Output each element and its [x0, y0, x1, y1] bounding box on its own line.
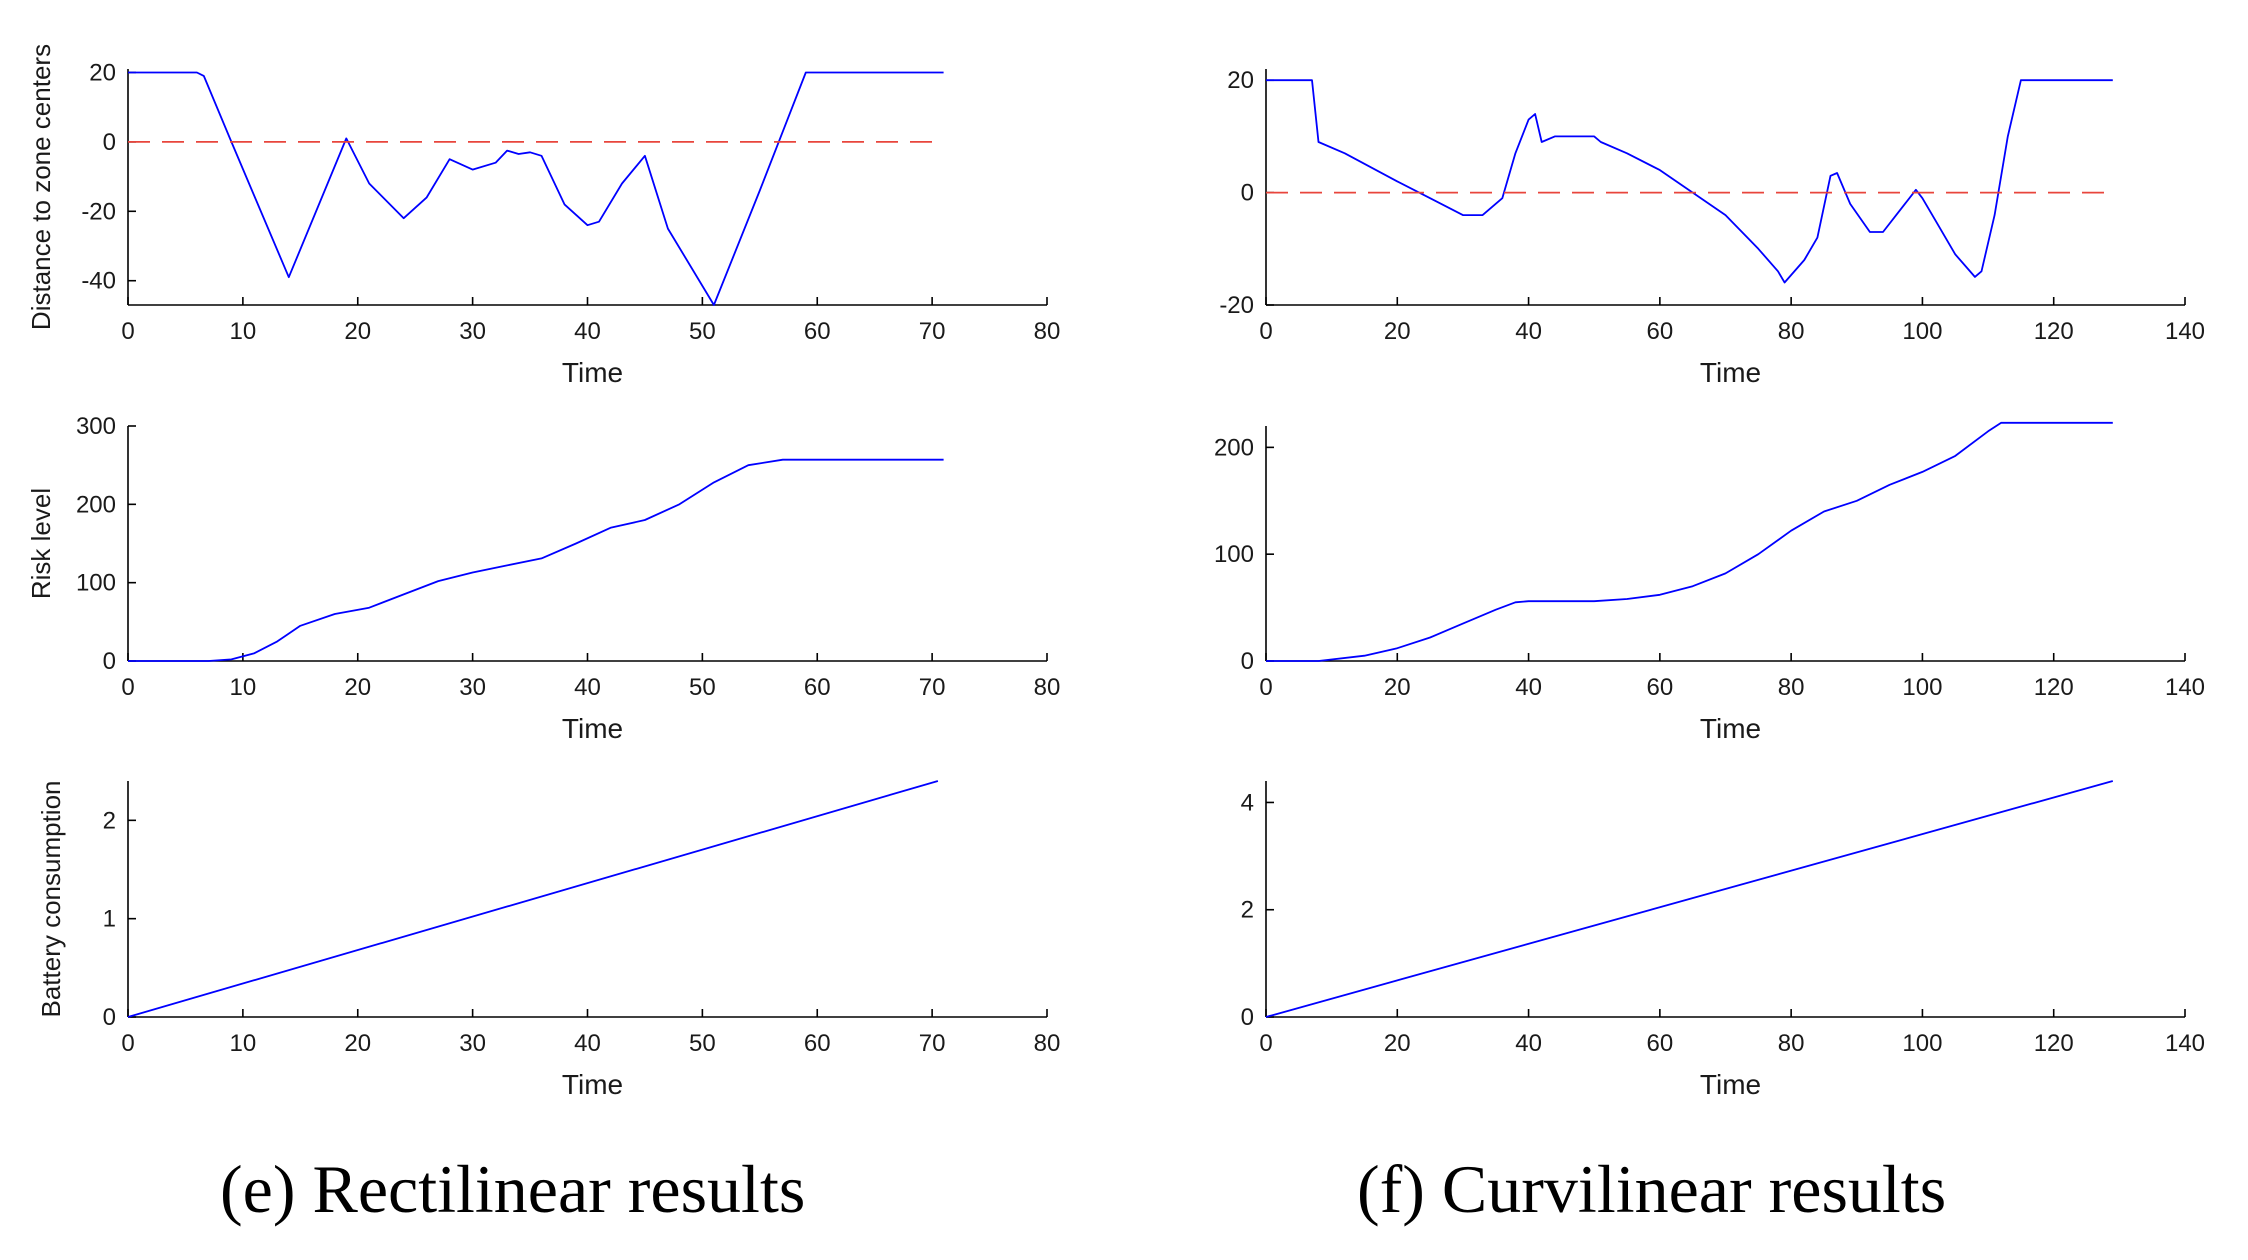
x-tick-label: 20	[344, 674, 371, 701]
x-tick-label: 140	[2165, 1030, 2205, 1057]
x-tick-label: 80	[1034, 1030, 1061, 1057]
x-tick-label: 80	[1778, 1030, 1805, 1057]
x-tick-label: 0	[1259, 318, 1272, 345]
x-tick-label: 60	[804, 674, 831, 701]
x-tick-label: 10	[230, 318, 257, 345]
x-tick-label: 0	[1259, 674, 1272, 701]
y-tick-label: 4	[1241, 789, 1254, 816]
y-tick-label: 1	[103, 906, 116, 933]
x-tick-label: 0	[121, 1030, 134, 1057]
x-tick-label: 100	[1902, 1030, 1942, 1057]
data-series-line	[128, 71, 944, 306]
y-tick-label: 0	[103, 648, 116, 675]
chart-panel-curv-battery: 0 20 40 60 80 100 120 140 0 2 4 Time	[1241, 780, 2205, 1100]
x-tick-label: 50	[689, 318, 716, 345]
y-tick-label: 2	[1241, 897, 1254, 924]
x-tick-label: 20	[344, 1030, 371, 1057]
x-tick-label: 30	[459, 674, 486, 701]
chart-panel-rect-battery: 0 10 20 30 40 50 60 70 80 0 1 2 Time Battery consumpt…	[36, 780, 1060, 1100]
y-axis-label: Distance to zone centers	[26, 44, 56, 330]
x-tick-label: 60	[804, 318, 831, 345]
chart-panel-rect-risk: 0 10 20 30 40 50 60 70 80 0 100 200 300 Time Risk leve…	[26, 413, 1060, 744]
x-tick-label: 40	[1515, 674, 1542, 701]
y-tick-label: 0	[103, 1004, 116, 1031]
y-tick-label: 0	[1241, 648, 1254, 675]
y-axis-label: Risk level	[26, 488, 56, 599]
x-tick-label: 40	[574, 1030, 601, 1057]
x-tick-label: 30	[459, 318, 486, 345]
x-tick-label: 60	[804, 1030, 831, 1057]
x-tick-label: 20	[1384, 674, 1411, 701]
y-tick-label: 0	[103, 129, 116, 156]
x-axis-label: Time	[562, 1069, 623, 1100]
data-series-line	[1266, 79, 2113, 284]
x-tick-label: 40	[574, 318, 601, 345]
x-axis-label: Time	[562, 357, 623, 388]
x-tick-label: 120	[2034, 1030, 2074, 1057]
x-tick-label: 50	[689, 674, 716, 701]
y-tick-label: -20	[1219, 292, 1254, 319]
x-tick-label: 40	[574, 674, 601, 701]
x-tick-label: 70	[919, 674, 946, 701]
x-tick-label: 80	[1778, 318, 1805, 345]
chart-panel-rect-distance: 0 10 20 30 40 50 60 70 80 -40 -20 0 20 Time Distance t…	[26, 44, 1060, 388]
chart-panel-curv-risk: 0 20 40 60 80 100 120 140 0 100 200 Time	[1214, 421, 2205, 744]
x-axis-label: Time	[1700, 357, 1761, 388]
x-axis-label: Time	[1700, 713, 1761, 744]
y-tick-label: 100	[76, 570, 116, 597]
x-tick-label: 10	[230, 674, 257, 701]
x-tick-label: 0	[1259, 1030, 1272, 1057]
x-tick-label: 50	[689, 1030, 716, 1057]
x-tick-label: 70	[919, 1030, 946, 1057]
x-tick-label: 120	[2034, 674, 2074, 701]
x-tick-label: 60	[1647, 674, 1674, 701]
x-tick-label: 10	[230, 1030, 257, 1057]
x-tick-label: 40	[1515, 318, 1542, 345]
x-tick-label: 80	[1034, 674, 1061, 701]
y-tick-label: 200	[76, 491, 116, 518]
caption-rectilinear: (e) Rectilinear results	[220, 1151, 806, 1227]
y-tick-label: 100	[1214, 541, 1254, 568]
data-series-line	[1265, 780, 2114, 1018]
caption-curvilinear: (f) Curvilinear results	[1357, 1151, 1947, 1227]
x-tick-label: 80	[1034, 318, 1061, 345]
x-tick-label: 30	[459, 1030, 486, 1057]
x-tick-label: 0	[121, 318, 134, 345]
x-axis-label: Time	[562, 713, 623, 744]
data-series-line	[127, 780, 939, 1018]
x-tick-label: 140	[2165, 674, 2205, 701]
x-tick-label: 120	[2034, 318, 2074, 345]
y-tick-label: -20	[81, 198, 116, 225]
y-tick-label: 20	[1227, 67, 1254, 94]
y-tick-label: 300	[76, 413, 116, 440]
y-tick-label: 200	[1214, 434, 1254, 461]
y-tick-label: 20	[89, 59, 116, 86]
x-tick-label: 70	[919, 318, 946, 345]
x-tick-label: 20	[1384, 318, 1411, 345]
x-tick-label: 40	[1515, 1030, 1542, 1057]
y-tick-label: 2	[103, 807, 116, 834]
x-tick-label: 100	[1902, 318, 1942, 345]
x-tick-label: 100	[1902, 674, 1942, 701]
x-tick-label: 60	[1647, 1030, 1674, 1057]
x-tick-label: 140	[2165, 318, 2205, 345]
x-tick-label: 20	[344, 318, 371, 345]
y-tick-label: 0	[1241, 180, 1254, 207]
data-series-line	[128, 458, 944, 662]
x-tick-label: 20	[1384, 1030, 1411, 1057]
x-tick-label: 80	[1778, 674, 1805, 701]
x-tick-label: 0	[121, 674, 134, 701]
y-tick-label: -40	[81, 268, 116, 295]
x-axis-label: Time	[1700, 1069, 1761, 1100]
y-tick-label: 0	[1241, 1004, 1254, 1031]
data-series-line	[1266, 421, 2113, 662]
y-axis-label: Battery consumption	[36, 780, 66, 1017]
x-tick-label: 60	[1647, 318, 1674, 345]
